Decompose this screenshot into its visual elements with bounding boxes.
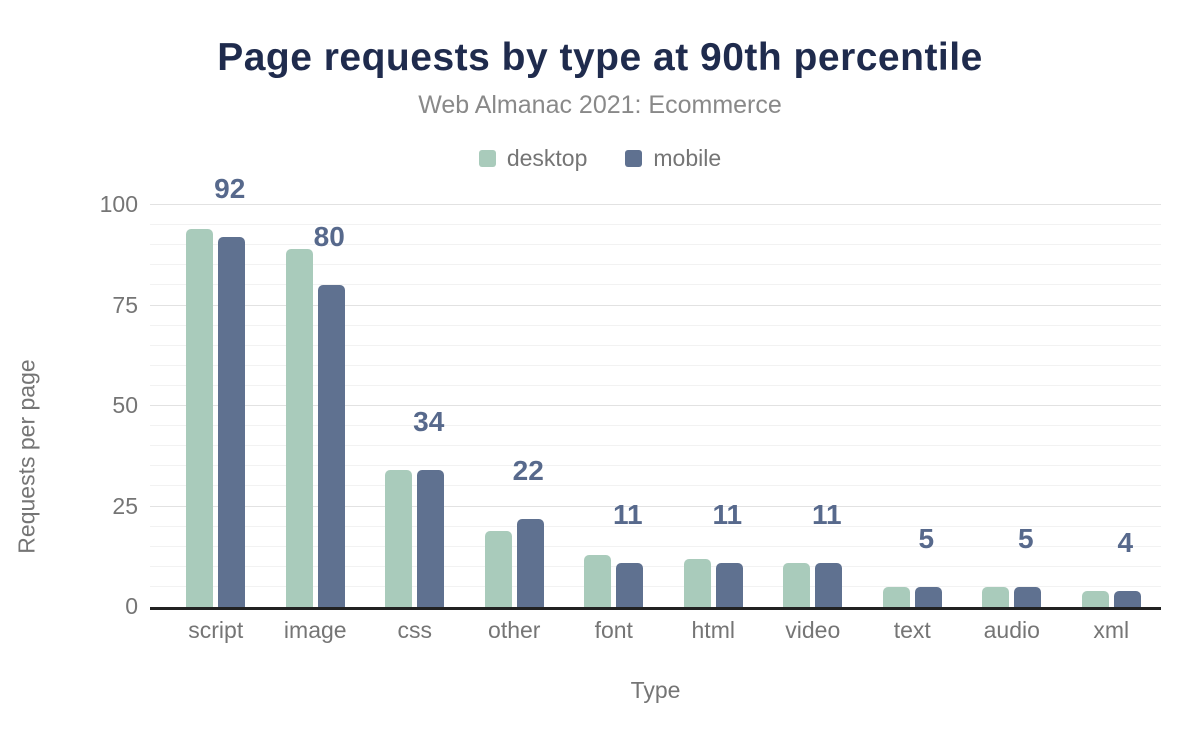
gridline-major [150,505,1161,507]
gridline-minor [150,344,1161,346]
legend: desktop mobile [0,145,1200,172]
bar-group-audio: 5 [962,185,1062,607]
x-axis-ticks: script image css other font html video text audi… [150,617,1161,644]
bar-group-script: 92 [166,175,266,607]
mobile-bar [317,285,345,607]
bar-value-label: 22 [512,454,544,486]
desktop-bar [783,562,811,607]
mobile-bar [1014,586,1042,607]
x-tick-label-other: other [488,617,541,643]
desktop-bar [584,554,612,607]
x-axis-title: Type [630,677,681,703]
bar-value-label: 5 [918,522,935,554]
bar-value-label: 5 [1017,522,1034,554]
legend-label: desktop [506,145,588,171]
bar-group-text: 5 [863,185,963,607]
gridline-minor [150,585,1161,587]
y-tick-label: 0 [125,593,138,619]
gridline-minor [150,445,1161,447]
x-tick-label-font: font [594,617,633,643]
gridline-major [150,405,1161,406]
chart-title: Page requests by type at 90th percentile [217,36,983,79]
gridline-minor [150,565,1161,567]
desktop-bar [982,586,1010,607]
bar-value-label: 80 [313,221,345,253]
mobile-bar [218,237,246,607]
bar-value-label: 11 [612,498,643,530]
gridline-minor [150,264,1161,266]
bar-group-video: 11 [763,185,863,607]
bar-group-html: 11 [664,185,764,607]
gridline-minor [150,324,1161,326]
gridline-minor [150,545,1161,547]
bar-value-label: 34 [413,406,445,438]
x-tick-label-video: video [785,617,841,643]
bar-value-label: 11 [811,498,842,530]
gridline-minor [150,525,1161,527]
desktop-bar [186,229,214,607]
desktop-bar [484,530,512,607]
x-tick-label-image: image [283,617,347,643]
mobile-bar [914,586,942,607]
x-tick-label-script: script [188,617,244,643]
gridline-major [150,304,1161,306]
bar-value-label: 92 [214,173,246,205]
gridline-minor [150,244,1161,246]
mobile-bar [815,562,843,607]
gridline-minor [150,284,1161,286]
y-tick-label: 25 [112,492,138,519]
legend-label: mobile [653,145,722,171]
x-tick-label-html: html [691,617,735,643]
desktop-bar [385,470,413,607]
bar-group-xml: 4 [1062,185,1162,607]
desktop-bar [285,249,313,607]
bar-columns: 92 80 34 22 11 11 11 5 5 4 [150,175,1162,607]
gridline-minor [150,224,1161,226]
bar-group-image: 80 [266,185,366,607]
bar-group-font: 11 [564,185,664,607]
gridline-minor [150,425,1161,427]
bar-value-label: 11 [712,498,743,530]
mobile-bar [1113,590,1141,607]
mobile-bar [417,470,445,607]
x-tick-label-css: css [397,617,433,643]
mobile-bar [616,562,644,607]
mobile-bar [516,518,544,607]
y-axis-ticks: 0 25 50 75 100 [0,185,138,618]
legend-swatch-icon [625,150,643,167]
gridline-minor [150,384,1161,386]
bar-group-css: 34 [365,185,465,607]
legend-swatch-icon [478,150,496,167]
gridline-minor [150,364,1161,366]
bar-group-other: 22 [465,185,565,607]
plot-area: 92 80 34 22 11 11 11 5 5 4 [150,175,1162,610]
desktop-bar [1081,590,1109,607]
y-tick-label: 100 [99,191,138,217]
gridline-minor [150,465,1161,467]
x-tick-label-text: text [893,617,931,643]
desktop-bar [882,586,910,607]
y-tick-label: 50 [112,392,138,418]
x-tick-label-xml: xml [1093,617,1130,643]
mobile-bar [715,562,743,607]
desktop-bar [683,558,711,607]
bar-value-label: 4 [1117,526,1134,558]
gridline-minor [150,485,1161,487]
legend-item-mobile: mobile [625,145,721,172]
legend-item-desktop: desktop [478,145,588,172]
gridline-major [150,204,1161,205]
chart-subtitle: Web Almanac 2021: Ecommerce [418,91,782,119]
y-tick-label: 75 [112,291,138,318]
x-tick-label-audio: audio [983,617,1040,643]
